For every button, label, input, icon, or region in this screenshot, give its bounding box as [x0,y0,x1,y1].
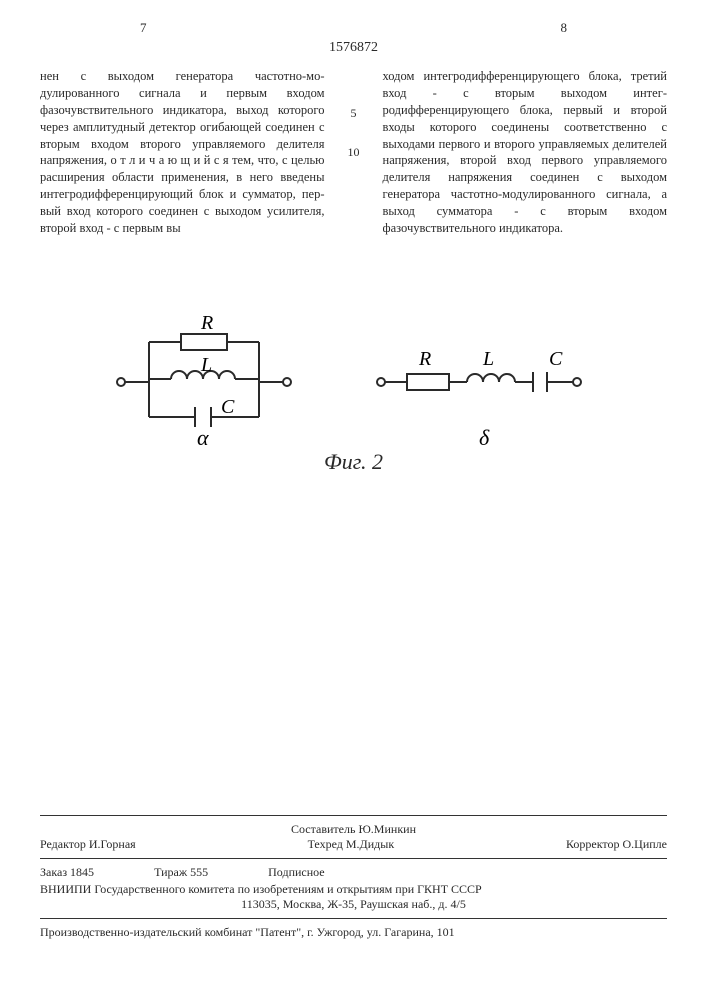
credits-row: Редактор И.Горная Техред М.Дидык Коррект… [40,837,667,852]
order-line: Заказ 1845 Тираж 555 Подписное [40,865,667,880]
colophon: Составитель Ю.Минкин Редактор И.Горная Т… [40,809,667,940]
circuits-row: R L C α R L C δ [0,307,707,437]
line-numbers: 5 10 [345,68,363,237]
divider [40,815,667,816]
label-L-a: L [200,354,212,376]
techred: Техред М.Дидык [308,837,395,852]
right-column: ходом интегродифференцирующего блока, тр… [383,68,668,237]
label-C-b: C [549,348,563,370]
body-columns: нен с выходом генератора частотно-мо­дул… [0,68,707,237]
org: ВНИИПИ Государственного комитета по изоб… [40,882,667,897]
compiler: Составитель Ю.Минкин [40,822,667,837]
figure-caption: Фиг. 2 [0,449,707,475]
label-delta: δ [479,425,490,450]
org-address: 113035, Москва, Ж-35, Раушская наб., д. … [40,897,667,912]
doc-number: 1576872 [0,40,707,56]
label-alpha: α [197,425,209,450]
editor: Редактор И.Горная [40,837,136,852]
circuit-b-series-rlc: R L C δ [369,307,599,437]
label-R-a: R [200,312,213,334]
label-C-a: C [221,396,235,418]
subscription: Подписное [268,865,325,880]
lineno-10: 10 [348,145,360,160]
copies: Тираж 555 [154,865,208,880]
printer-line: Производственно-издательский комбинат "П… [40,925,667,940]
label-L-b: L [482,348,494,370]
lineno-5: 5 [351,106,357,121]
page-num-left: 7 [140,20,147,36]
label-R-b: R [418,348,431,370]
circuit-a-parallel-rlc: R L C α [109,307,309,437]
corrector: Корректор О.Ципле [566,837,667,852]
page-header: 7 8 [0,0,707,40]
divider [40,858,667,859]
left-column: нен с выходом генератора частотно-мо­дул… [40,68,325,237]
figure-2: R L C α R L C δ Фиг. 2 [0,307,707,475]
divider [40,918,667,919]
page-num-right: 8 [561,20,568,36]
order-no: Заказ 1845 [40,865,94,880]
